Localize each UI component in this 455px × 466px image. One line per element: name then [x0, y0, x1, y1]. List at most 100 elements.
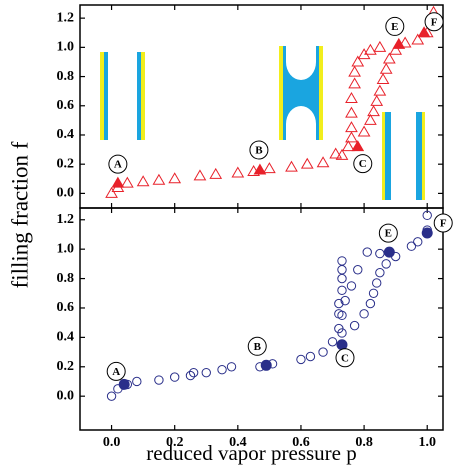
y-tick-label: 0.8: [57, 69, 75, 84]
annotation: A: [112, 366, 120, 378]
data-point: [305, 351, 316, 362]
y-tick-label: 0.4: [57, 127, 75, 142]
data-point: [329, 147, 343, 159]
annotation: A: [114, 159, 122, 171]
data-point: [193, 169, 207, 181]
data-point: [348, 77, 361, 89]
data-point: [346, 281, 357, 291]
data-point: [188, 367, 199, 378]
data-point: [316, 156, 330, 168]
data-point: [359, 309, 369, 319]
annotation-circle: [353, 154, 373, 174]
data-point: [120, 176, 134, 188]
data-point: [337, 256, 347, 266]
data-point: [383, 246, 395, 258]
annotation-circle: [335, 348, 355, 368]
pore-insets: [100, 44, 425, 200]
data-point: [367, 105, 380, 117]
data-point: [334, 298, 344, 309]
data-point: [411, 33, 425, 45]
data-point: [318, 347, 328, 357]
data-point: [389, 43, 403, 55]
data-point: [111, 176, 125, 188]
data-point: [422, 210, 432, 221]
data-point: [353, 265, 363, 275]
data-point: [345, 106, 358, 118]
annotation: E: [385, 228, 392, 240]
annotation: B: [255, 145, 263, 157]
data-point: [362, 247, 372, 257]
annotation-circle: [106, 361, 126, 381]
y-tick-label: 0.0: [57, 388, 75, 403]
data-point: [132, 376, 142, 387]
annotation: E: [391, 21, 398, 33]
data-point: [263, 162, 276, 174]
data-point: [365, 298, 376, 309]
data-point: [345, 121, 358, 133]
data-point: [152, 173, 166, 185]
x-axis-label: reduced vapor pressure p: [146, 441, 357, 465]
data-point: [398, 36, 412, 48]
annotation-circle: [249, 140, 269, 160]
data-point: [413, 237, 423, 247]
plot-frame: [79, 207, 444, 431]
data-point: [106, 391, 117, 401]
data-point: [226, 362, 237, 372]
y-tick-label: 1.2: [57, 212, 75, 227]
data-point: [300, 157, 314, 169]
data-point: [348, 65, 361, 77]
data-point: [417, 26, 431, 38]
y-axis-label: filling fraction f: [7, 141, 32, 288]
data-point: [118, 378, 130, 390]
data-point: [375, 248, 385, 259]
data-point: [351, 55, 365, 67]
data-point: [169, 372, 180, 382]
data-point: [231, 166, 245, 178]
data-point: [341, 140, 355, 152]
data-point: [201, 367, 211, 378]
data-point: [260, 359, 272, 371]
data-point: [357, 125, 371, 137]
data-point: [364, 113, 377, 125]
annotation-circle: [385, 16, 405, 36]
data-point: [373, 84, 387, 96]
data-point: [375, 267, 385, 278]
data-point: [382, 52, 396, 64]
data-point: [253, 163, 267, 175]
data-point: [337, 285, 347, 296]
annotation: C: [341, 352, 349, 364]
data-point: [349, 320, 360, 331]
y-tick-label: 0.6: [57, 98, 75, 113]
x-tick-label: 1.0: [418, 435, 436, 450]
data-point: [136, 175, 150, 187]
data-point: [296, 354, 306, 365]
data-point: [335, 148, 349, 160]
data-point: [372, 278, 382, 288]
data-point: [340, 295, 350, 306]
annotation: B: [254, 341, 262, 353]
annotation-circle: [108, 154, 128, 174]
x-tick-label: 0.8: [355, 435, 373, 450]
data-point: [379, 62, 393, 74]
y-tick-label: 0.8: [57, 271, 75, 286]
data-point: [381, 259, 391, 269]
x-tick-label: 0.6: [292, 435, 310, 450]
data-point: [337, 273, 347, 284]
annotation-circle: [424, 12, 444, 32]
y-tick-label: 1.0: [57, 40, 75, 55]
y-tick-label: 0.0: [57, 186, 75, 201]
data-point: [421, 227, 433, 239]
x-tick-label: 0.2: [166, 435, 184, 450]
data-point: [373, 40, 387, 52]
y-tick-label: 0.6: [57, 300, 75, 315]
data-point: [168, 172, 182, 184]
data-point: [337, 265, 347, 275]
annotation: C: [359, 158, 367, 170]
y-tick-label: 0.2: [57, 359, 75, 374]
data-point: [406, 241, 417, 251]
data-point: [345, 91, 358, 103]
y-tick-label: 1.0: [57, 241, 75, 256]
data-point: [345, 131, 358, 143]
